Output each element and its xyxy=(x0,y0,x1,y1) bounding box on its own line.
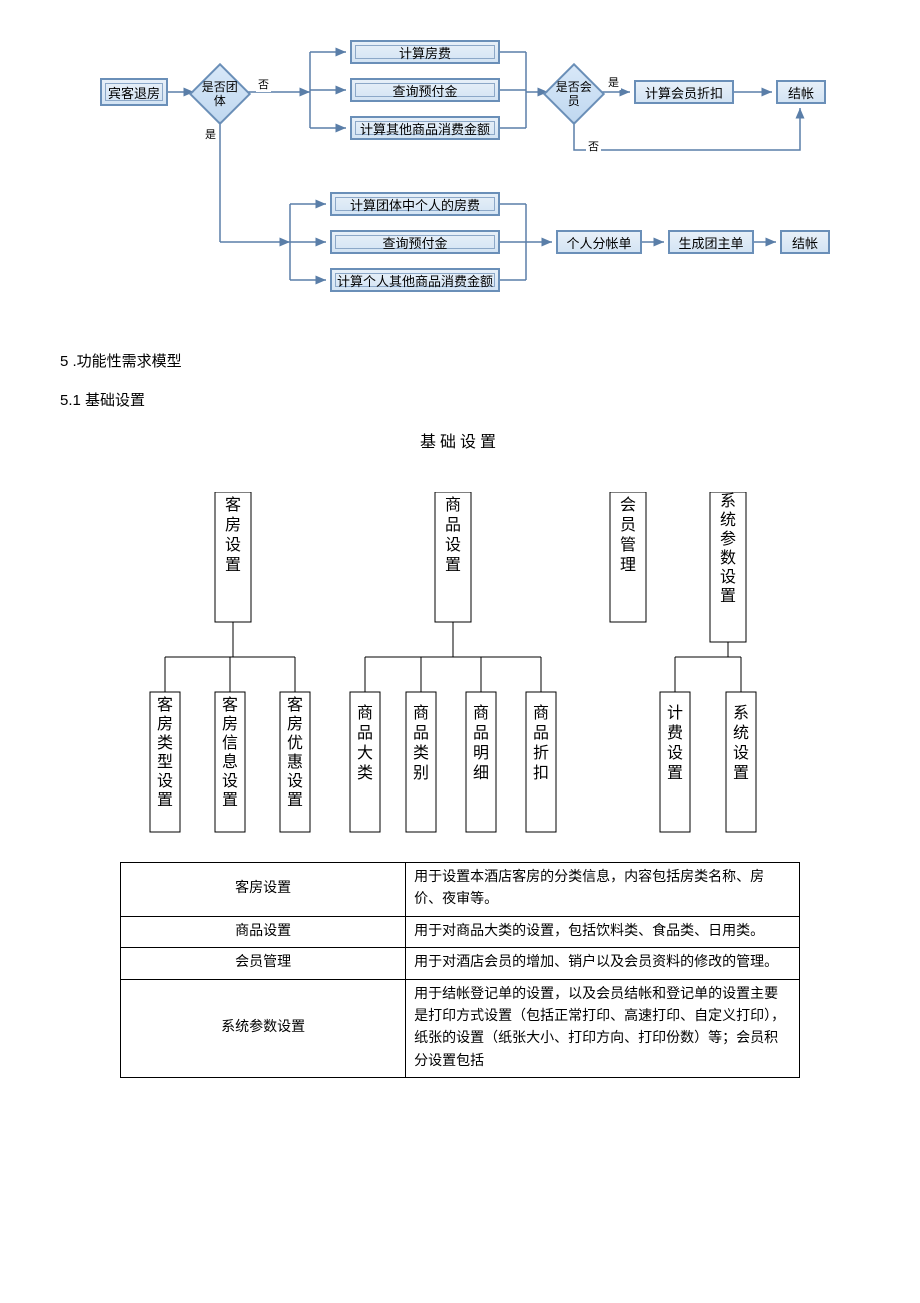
node-query-deposit-1: 查询预付金 xyxy=(350,78,500,102)
edge-label-no-2: 否 xyxy=(586,138,601,154)
edge-label-yes-2: 是 xyxy=(203,126,218,142)
node-calc-room-indiv: 计算团体中个人的房费 xyxy=(330,192,500,216)
node-label: 计算会员折扣 xyxy=(645,83,723,102)
node-label: 计算个人其他商品消费金额 xyxy=(335,273,495,287)
cell-desc: 用于对酒店会员的增加、销户以及会员资料的修改的管理。 xyxy=(406,948,800,979)
node-calc-discount: 计算会员折扣 xyxy=(634,80,734,104)
settings-tree: 客房设置 商品设置 会员管理 系统参数设置 客房类型设置 客房信息设置 xyxy=(130,492,790,852)
heading-5: 5 .功能性需求模型 xyxy=(60,350,860,371)
table-row: 系统参数设置 用于结帐登记单的设置，以及会员结帐和登记单的设置主要是打印方式设置… xyxy=(121,979,800,1078)
node-is-member: 是否会员 xyxy=(543,63,605,125)
node-label: 结帐 xyxy=(792,233,818,252)
node-settle-2: 结帐 xyxy=(780,230,830,254)
cell-name: 会员管理 xyxy=(121,948,406,979)
table-row: 会员管理 用于对酒店会员的增加、销户以及会员资料的修改的管理。 xyxy=(121,948,800,979)
cell-desc: 用于结帐登记单的设置，以及会员结帐和登记单的设置主要是打印方式设置（包括正常打印… xyxy=(406,979,800,1078)
cell-desc: 用于对商品大类的设置，包括饮料类、食品类、日用类。 xyxy=(406,916,800,947)
cell-name: 客房设置 xyxy=(121,863,406,917)
cell-name: 商品设置 xyxy=(121,916,406,947)
node-label: 查询预付金 xyxy=(335,235,495,249)
node-indiv-bill: 个人分帐单 xyxy=(556,230,642,254)
node-calc-room: 计算房费 xyxy=(350,40,500,64)
table-row: 商品设置 用于对商品大类的设置，包括饮料类、食品类、日用类。 xyxy=(121,916,800,947)
node-settle-1: 结帐 xyxy=(776,80,826,104)
settings-description-table: 客房设置 用于设置本酒店客房的分类信息，内容包括房类名称、房价、夜审等。 商品设… xyxy=(120,862,800,1078)
table-row: 客房设置 用于设置本酒店客房的分类信息，内容包括房类名称、房价、夜审等。 xyxy=(121,863,800,917)
node-label: 个人分帐单 xyxy=(566,233,631,252)
node-query-deposit-2: 查询预付金 xyxy=(330,230,500,254)
node-label: 计算其他商品消费金额 xyxy=(355,121,495,135)
diamond-label: 是否会员 xyxy=(554,80,594,109)
edge-label-yes-1: 是 xyxy=(606,74,621,90)
tree-title: 基础设置 xyxy=(60,428,860,452)
edge-label-no-1: 否 xyxy=(256,76,271,92)
tree-parents: 客房设置 商品设置 会员管理 系统参数设置 xyxy=(215,492,746,642)
cell-desc: 用于设置本酒店客房的分类信息，内容包括房类名称、房价、夜审等。 xyxy=(406,863,800,917)
node-label: 查询预付金 xyxy=(355,83,495,97)
node-label: 宾客退房 xyxy=(105,83,163,101)
node-label: 生成团主单 xyxy=(678,233,743,252)
node-calc-other-indiv: 计算个人其他商品消费金额 xyxy=(330,268,500,292)
node-label: 结帐 xyxy=(788,83,814,102)
node-is-group: 是否团体 xyxy=(189,63,251,125)
heading-5-1: 5.1 基础设置 xyxy=(60,389,860,410)
checkout-flowchart: 宾客退房 是否团体 否 是 计算房费 查询预付金 计算其他商品消费金额 是否会员… xyxy=(60,40,860,320)
node-label: 计算团体中个人的房费 xyxy=(335,197,495,211)
node-gen-group-bill: 生成团主单 xyxy=(668,230,754,254)
node-label: 计算房费 xyxy=(355,45,495,59)
diamond-label: 是否团体 xyxy=(200,80,240,109)
cell-name: 系统参数设置 xyxy=(121,979,406,1078)
tree-connectors xyxy=(165,622,741,692)
tree-children: 客房类型设置 客房信息设置 客房优惠设置 商品大类 商品类别 商品明细 商品折扣… xyxy=(150,692,756,832)
node-calc-other: 计算其他商品消费金额 xyxy=(350,116,500,140)
node-guest-checkout: 宾客退房 xyxy=(100,78,168,106)
